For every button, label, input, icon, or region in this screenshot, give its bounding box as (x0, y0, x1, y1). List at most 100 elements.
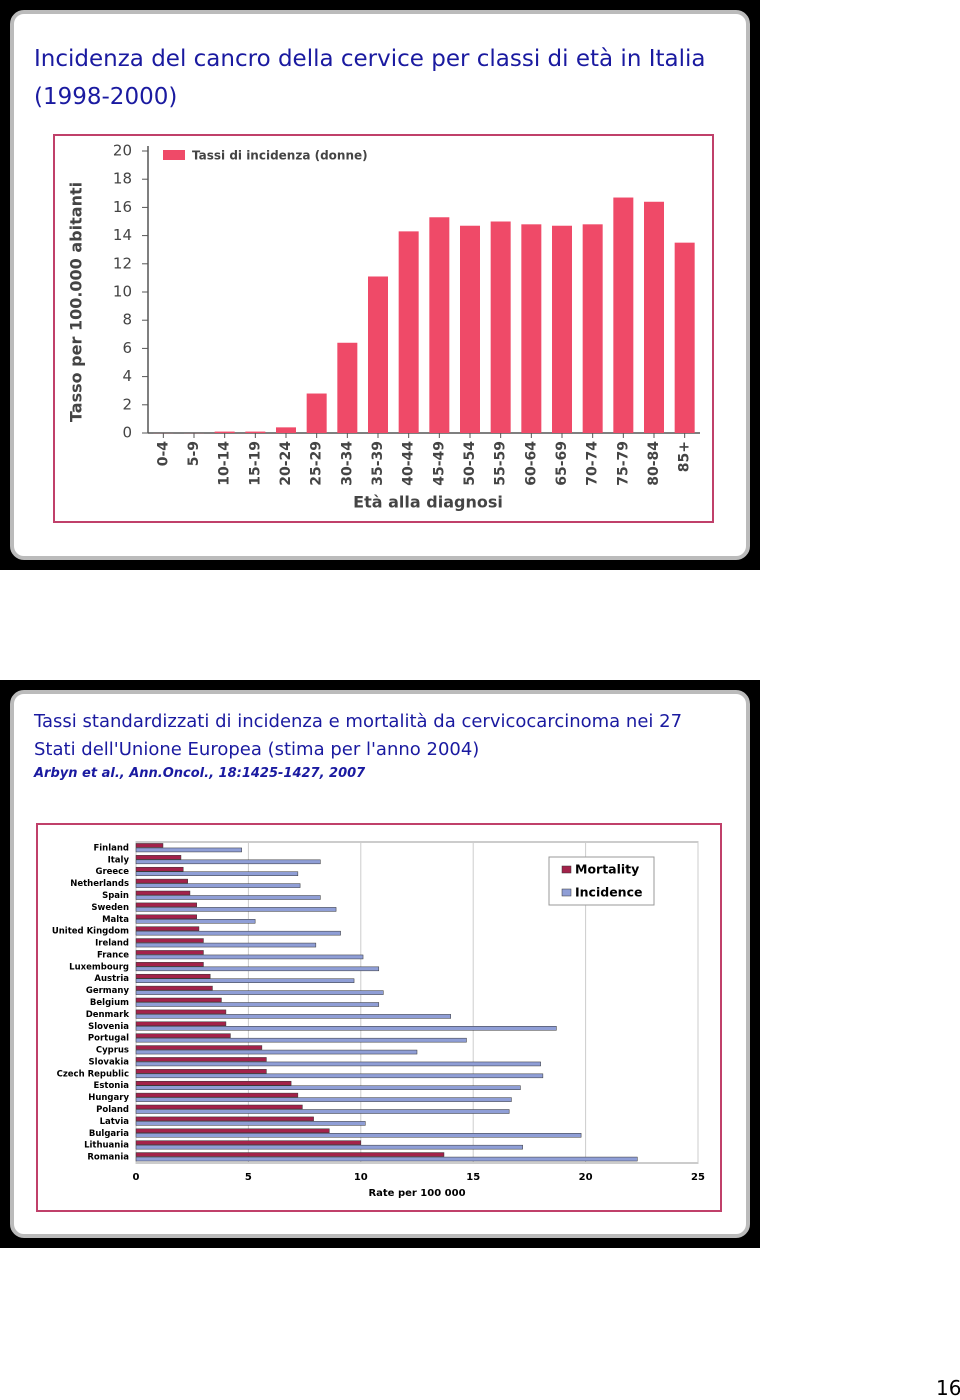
x-tick-label: 10-14 (217, 441, 233, 486)
page-number: 16 (936, 1376, 960, 1400)
slide-title: Tassi standardizzati di incidenza e mort… (34, 708, 724, 764)
legend-swatch (163, 150, 185, 160)
x-tick-label: 65-69 (554, 441, 570, 486)
x-tick-label: 0-4 (155, 441, 171, 467)
y-tick-label: 2 (122, 395, 132, 413)
y-tick-label: Poland (96, 1105, 129, 1115)
bar (136, 998, 221, 1002)
x-tick-label: 10 (354, 1172, 368, 1183)
bar (136, 1069, 266, 1073)
x-tick-label: 5-9 (186, 441, 202, 466)
y-tick-label: Malta (102, 915, 129, 925)
y-tick-label: Belgium (90, 998, 129, 1008)
y-tick-label: Estonia (94, 1081, 130, 1091)
bar (136, 867, 183, 871)
x-tick-label: 5 (245, 1172, 252, 1183)
y-tick-label: Slovenia (88, 1022, 129, 1032)
bar (136, 1014, 451, 1018)
bar (136, 955, 363, 959)
bar (491, 222, 511, 434)
y-tick-label: 12 (113, 254, 132, 272)
bar (136, 896, 320, 900)
bar (644, 202, 664, 433)
bar (136, 1034, 230, 1038)
bar (136, 1022, 226, 1026)
y-tick-label: 0 (122, 424, 132, 442)
bar (136, 1157, 637, 1161)
x-tick-label: 70-74 (585, 441, 601, 486)
legend-label: Incidence (575, 885, 642, 900)
bar (136, 1003, 379, 1007)
y-tick-label: Netherlands (70, 879, 129, 889)
y-tick-label: Denmark (86, 1010, 130, 1020)
y-tick-label: 16 (113, 198, 132, 216)
bar (136, 884, 300, 888)
bar (136, 848, 242, 852)
x-tick-label: 40-44 (401, 441, 417, 486)
bar (136, 1105, 302, 1109)
bar (136, 843, 163, 847)
bar (136, 1074, 543, 1078)
y-tick-label: 6 (122, 339, 132, 357)
x-tick-label: 50-54 (462, 441, 478, 486)
bar (136, 1129, 329, 1133)
bar (136, 1098, 511, 1102)
bar (521, 224, 541, 433)
bar (136, 1110, 509, 1114)
bar (337, 343, 357, 433)
bar (136, 986, 212, 990)
y-tick-label: 20 (113, 142, 132, 160)
bar (136, 1145, 523, 1149)
y-tick-label: Czech Republic (57, 1069, 129, 1079)
bar (136, 1086, 520, 1090)
y-tick-label: France (97, 950, 129, 960)
bar (245, 432, 265, 433)
x-tick-label: 20-24 (278, 441, 294, 486)
y-tick-label: Italy (108, 855, 130, 865)
x-axis-label: Età alla diagnosi (353, 493, 503, 512)
bar (136, 1117, 314, 1121)
y-tick-label: Germany (86, 986, 130, 996)
bar (136, 927, 199, 931)
bar (136, 1050, 417, 1054)
y-tick-label: Latvia (100, 1117, 130, 1127)
y-tick-label: Bulgaria (89, 1129, 129, 1139)
y-tick-label: Hungary (88, 1093, 129, 1103)
bar (136, 967, 379, 971)
y-tick-label: Ireland (95, 939, 129, 949)
x-tick-label: 25 (691, 1172, 705, 1183)
x-tick-label: 20 (579, 1172, 593, 1183)
bar (136, 1153, 444, 1157)
y-tick-label: Sweden (91, 903, 129, 913)
y-tick-label: 4 (122, 367, 132, 385)
x-tick-label: 0 (133, 1172, 140, 1183)
bar (136, 903, 197, 907)
bar (276, 427, 296, 433)
bar (136, 962, 203, 966)
y-tick-label: 14 (113, 226, 132, 244)
bar (215, 432, 235, 433)
bar (307, 394, 327, 433)
y-tick-label: Slovakia (89, 1057, 130, 1067)
y-tick-label: United Kingdom (52, 927, 129, 937)
bar (552, 226, 572, 433)
x-tick-label: 35-39 (370, 441, 386, 486)
y-tick-label: Austria (94, 974, 129, 984)
x-tick-label: 15 (466, 1172, 480, 1183)
slide-title: Incidenza del cancro della cervice per c… (34, 40, 714, 116)
x-tick-label: 85+ (677, 441, 693, 472)
bar (136, 991, 383, 995)
bar (429, 217, 449, 433)
x-axis-label: Rate per 100 000 (368, 1188, 465, 1199)
y-tick-label: Luxembourg (69, 962, 129, 972)
bar (399, 231, 419, 433)
bar (136, 1062, 541, 1066)
bar (136, 979, 354, 983)
bar (136, 1133, 581, 1137)
x-tick-label: 55-59 (493, 441, 509, 486)
bar (136, 1026, 556, 1030)
bar (136, 860, 320, 864)
y-tick-label: 10 (113, 283, 132, 301)
